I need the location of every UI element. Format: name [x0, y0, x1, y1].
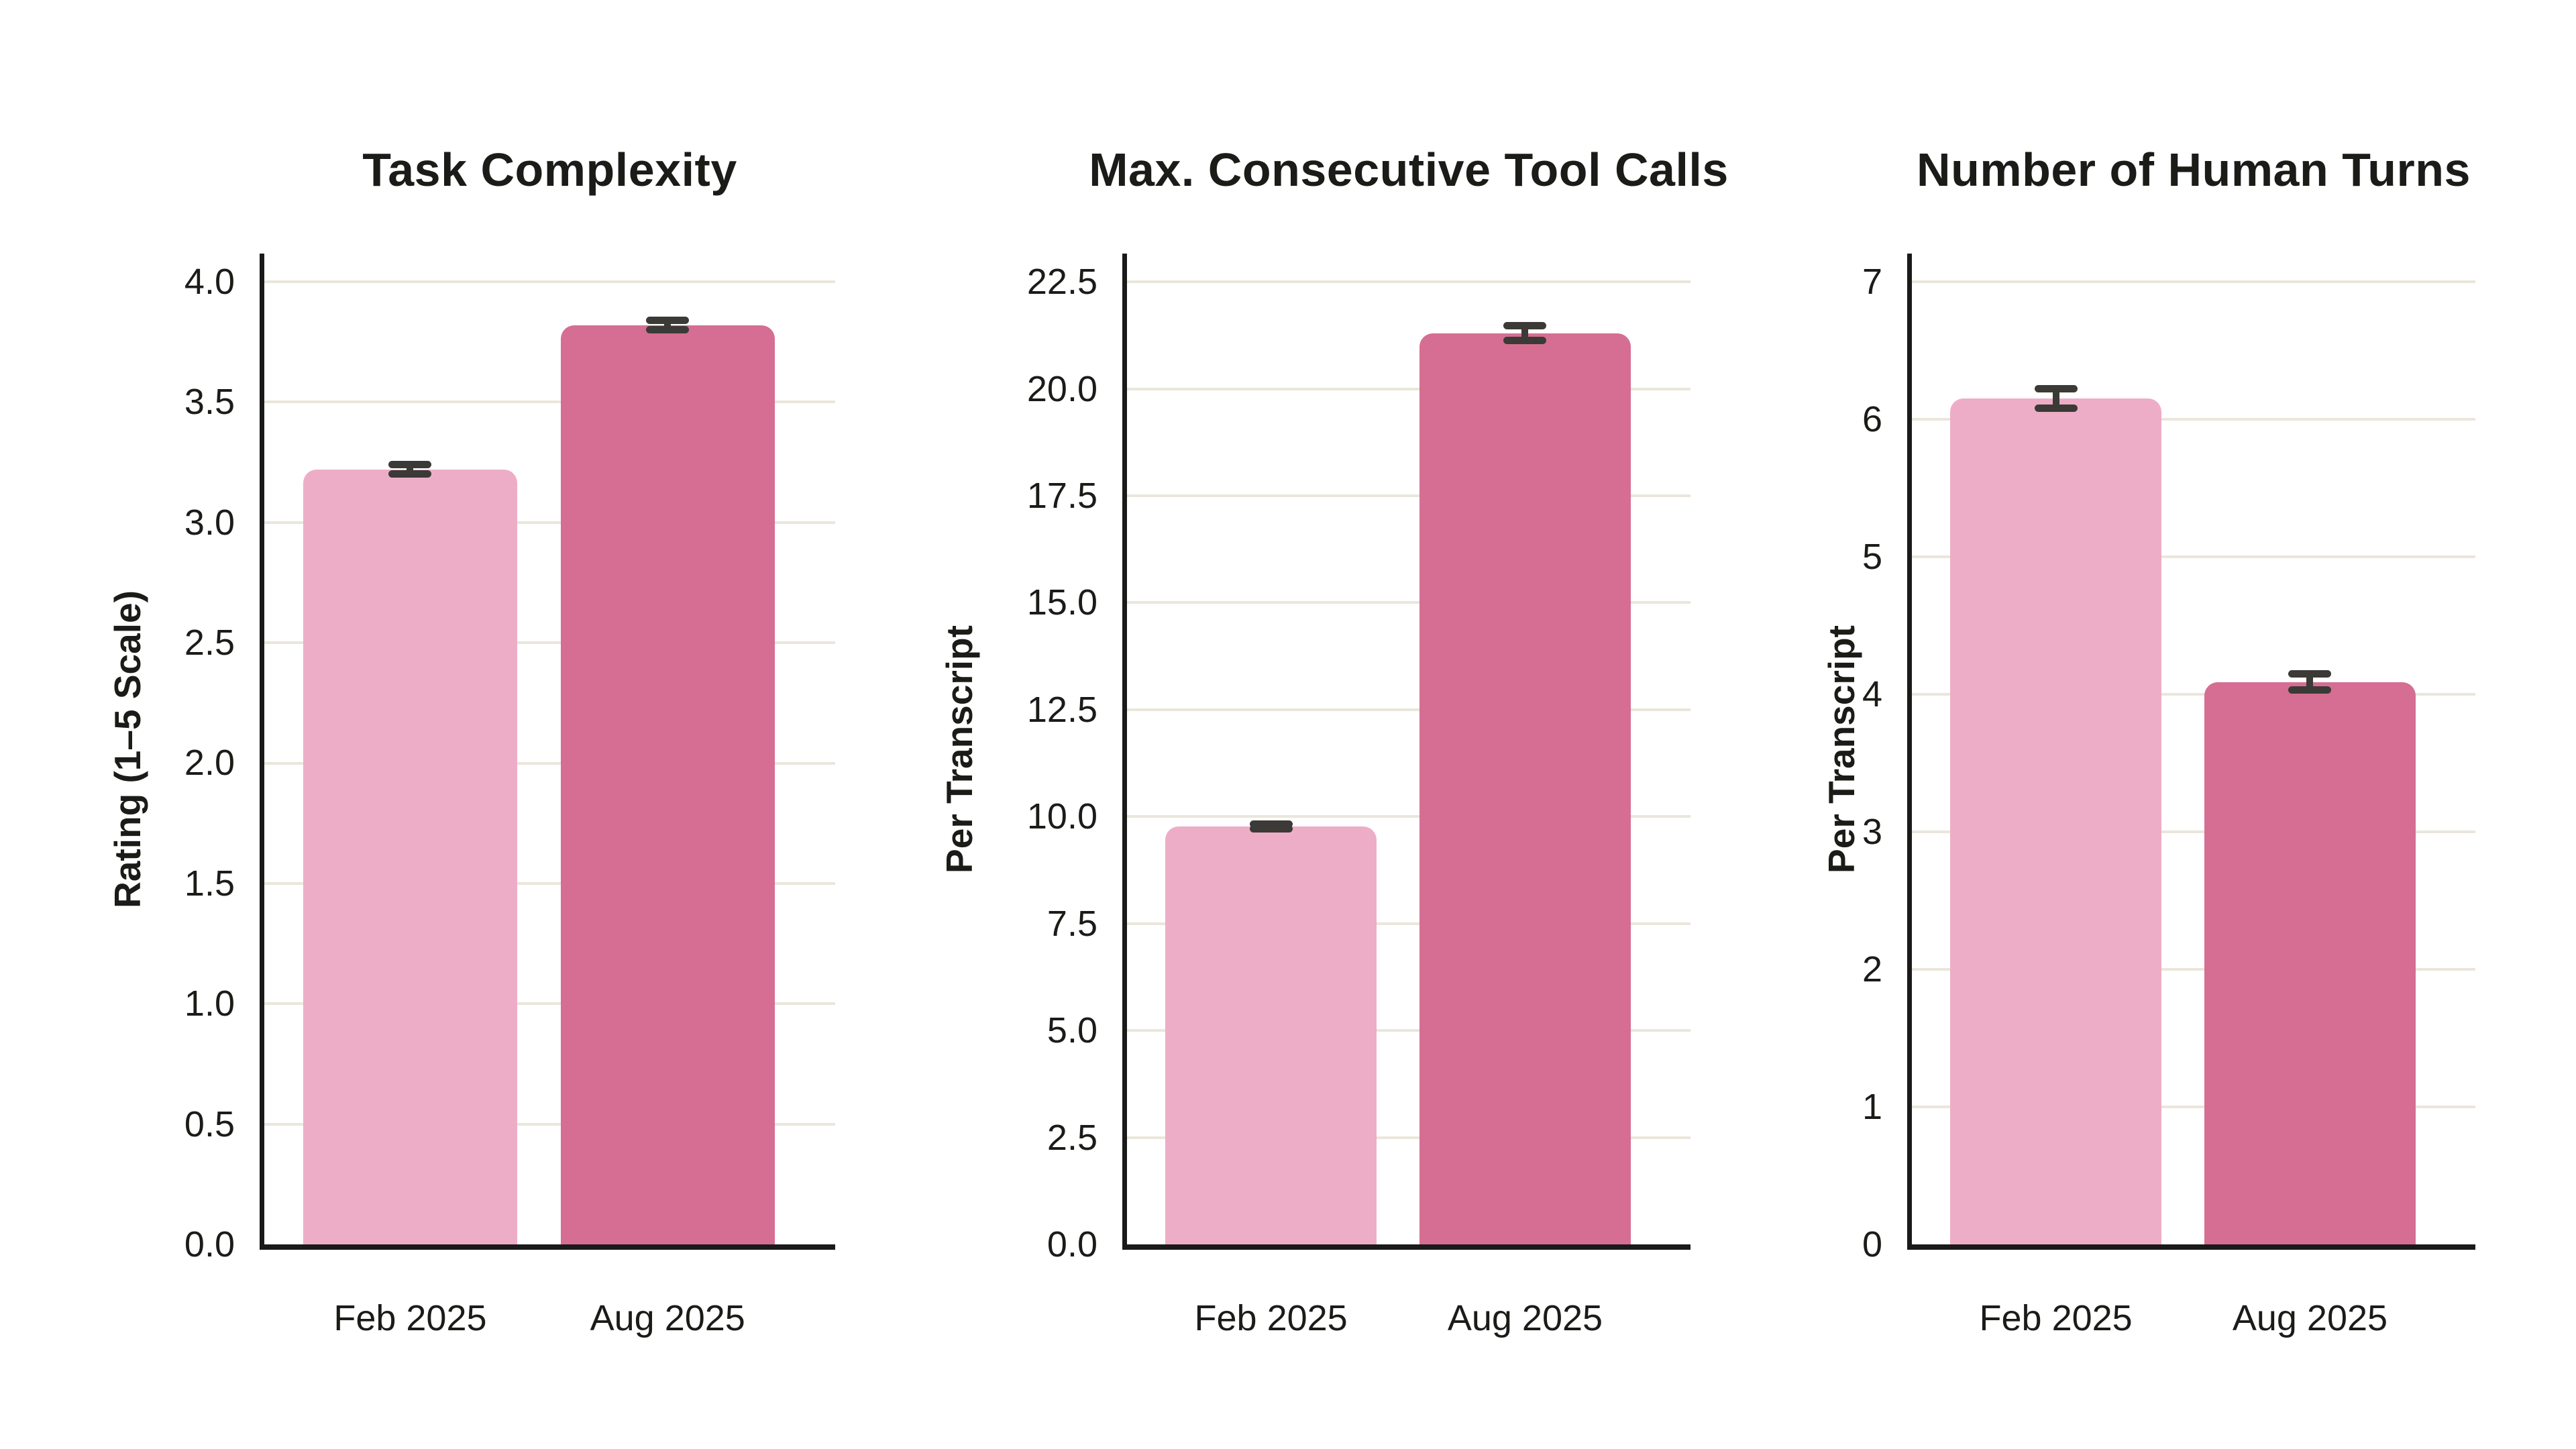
x-tick-label: Feb 2025	[1194, 1298, 1348, 1338]
gridline	[1912, 280, 2475, 284]
error-bar-cap	[1503, 336, 1547, 344]
chart-title: Task Complexity	[362, 144, 737, 196]
bar-feb-2025	[1165, 826, 1377, 1244]
gridline	[264, 641, 835, 645]
chart-title: Max. Consecutive Tool Calls	[1089, 144, 1729, 196]
error-bar-line	[664, 320, 672, 330]
error-bar-cap	[388, 461, 432, 469]
gridline	[1127, 815, 1690, 818]
y-tick-label: 1.0	[184, 983, 235, 1024]
bar-feb-2025	[303, 469, 517, 1244]
error-bar-line	[2052, 388, 2059, 409]
y-tick-label: 22.5	[1026, 262, 1097, 303]
gridline	[264, 881, 835, 885]
y-tick-label: 1	[1862, 1087, 1882, 1127]
bar-feb-2025	[1950, 398, 2162, 1244]
y-tick-label: 5.0	[1046, 1010, 1097, 1051]
gridline	[1127, 494, 1690, 497]
y-tick-label: 7	[1862, 262, 1882, 303]
y-tick-label: 10.0	[1026, 796, 1097, 837]
gridline	[264, 761, 835, 765]
y-tick-label: 7.5	[1046, 903, 1097, 944]
plot-area	[1907, 254, 2475, 1250]
y-tick-label: 15.0	[1026, 582, 1097, 623]
y-tick-label: 4	[1862, 674, 1882, 714]
x-tick-label: Feb 2025	[333, 1298, 487, 1338]
gridline	[1127, 1029, 1690, 1032]
y-tick-label: 2.5	[1046, 1117, 1097, 1158]
gridline	[264, 521, 835, 524]
error-bar-cap	[2034, 405, 2078, 413]
y-tick-label: 2.5	[184, 623, 235, 663]
error-bar-cap	[2288, 686, 2332, 694]
plot-area	[260, 254, 835, 1250]
error-bar-line	[2306, 674, 2314, 690]
x-tick-label: Feb 2025	[1979, 1298, 2133, 1338]
gridline	[1912, 693, 2475, 696]
gridline	[264, 280, 835, 283]
plot-area	[1122, 254, 1690, 1250]
y-tick-label: 1.5	[184, 863, 235, 904]
y-tick-label: 6	[1862, 399, 1882, 440]
gridline	[1127, 387, 1690, 390]
bar-aug-2025	[1419, 333, 1631, 1244]
y-tick-label: 0	[1862, 1224, 1882, 1265]
y-tick-label: 0.5	[184, 1104, 235, 1144]
y-tick-label: 2	[1862, 949, 1882, 989]
y-tick-label: 3	[1862, 812, 1882, 852]
chart-title: Number of Human Turns	[1917, 144, 2471, 196]
error-bar-cap	[1249, 825, 1293, 833]
y-tick-label: 12.5	[1026, 689, 1097, 730]
y-tick-label: 3.0	[184, 502, 235, 543]
error-bar-cap	[2288, 669, 2332, 678]
x-tick-label: Aug 2025	[590, 1298, 745, 1338]
error-bar-cap	[646, 316, 690, 324]
gridline	[1127, 922, 1690, 925]
bar-aug-2025	[560, 325, 775, 1244]
y-tick-label: 20.0	[1026, 368, 1097, 409]
error-bar-cap	[2034, 385, 2078, 393]
y-tick-label: 2.0	[184, 743, 235, 784]
y-tick-label: 5	[1862, 537, 1882, 578]
gridline	[1912, 555, 2475, 559]
gridline	[264, 400, 835, 404]
error-bar-cap	[1249, 820, 1293, 828]
error-bar-line	[1521, 325, 1529, 341]
y-tick-label: 3.5	[184, 382, 235, 423]
gridline	[264, 1002, 835, 1006]
y-tick-label: 0.0	[184, 1224, 235, 1265]
error-bar-cap	[388, 470, 432, 478]
y-tick-label: 0.0	[1046, 1224, 1097, 1265]
gridline	[1127, 708, 1690, 711]
x-tick-label: Aug 2025	[2232, 1298, 2388, 1338]
y-tick-label: 4.0	[184, 261, 235, 302]
gridline	[1912, 418, 2475, 421]
error-bar-cap	[1503, 322, 1547, 330]
error-bar-line	[407, 464, 414, 474]
gridline	[1912, 830, 2475, 834]
gridline	[264, 1122, 835, 1126]
gridline	[1127, 280, 1690, 284]
x-tick-label: Aug 2025	[1447, 1298, 1603, 1338]
gridline	[1127, 1136, 1690, 1139]
error-bar-cap	[646, 326, 690, 334]
bar-aug-2025	[2204, 682, 2416, 1244]
gridline	[1912, 968, 2475, 971]
gridline	[1912, 1106, 2475, 1109]
y-tick-label: 17.5	[1026, 475, 1097, 516]
gridline	[1127, 601, 1690, 604]
